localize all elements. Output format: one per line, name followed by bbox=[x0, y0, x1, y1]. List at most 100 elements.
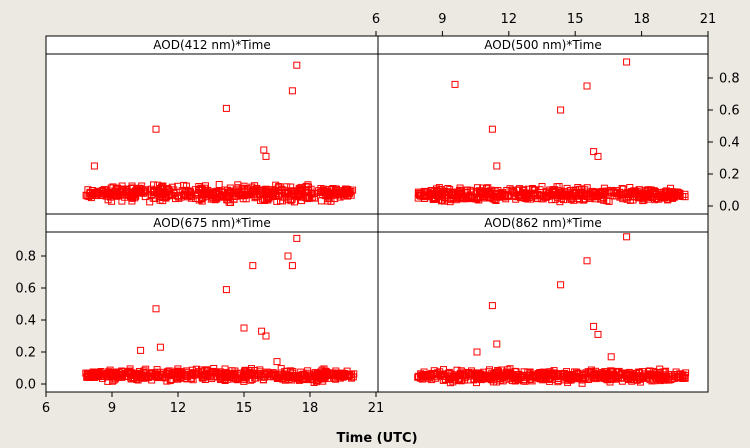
data-point-band bbox=[626, 196, 634, 204]
data-point-3-3 bbox=[557, 281, 565, 289]
data-point-band bbox=[140, 187, 148, 195]
panel-title-500: AOD(500 nm)*Time bbox=[484, 38, 601, 52]
data-point-band bbox=[549, 186, 557, 194]
data-point-band bbox=[339, 373, 347, 380]
data-point-band bbox=[563, 371, 571, 379]
data-point-band bbox=[116, 191, 124, 199]
x-tick-label-bottom: 21 bbox=[368, 401, 385, 416]
data-point-band bbox=[157, 193, 165, 200]
data-point-band bbox=[234, 181, 242, 189]
data-point-3-0 bbox=[488, 302, 496, 310]
data-point-band bbox=[474, 184, 481, 192]
data-point-band bbox=[259, 376, 267, 384]
data-point-band bbox=[675, 192, 683, 199]
data-point-band bbox=[584, 376, 592, 383]
data-point-band bbox=[275, 371, 283, 379]
data-point-band bbox=[473, 379, 480, 387]
y-tick-label-left: 0.4 bbox=[15, 314, 36, 329]
data-point-band bbox=[316, 373, 324, 381]
data-point-band bbox=[446, 379, 454, 387]
data-point-band bbox=[495, 368, 503, 376]
data-point-band bbox=[650, 187, 658, 195]
data-point-band bbox=[195, 183, 203, 190]
x-tick-label-top: 15 bbox=[567, 12, 584, 27]
data-point-0-6 bbox=[293, 61, 301, 69]
data-point-band bbox=[485, 368, 493, 376]
data-point-band bbox=[297, 372, 305, 380]
data-point-band bbox=[459, 371, 467, 378]
data-point-band bbox=[488, 376, 496, 384]
data-point-band bbox=[188, 192, 196, 200]
data-point-band bbox=[640, 194, 648, 202]
data-point-band bbox=[416, 192, 424, 200]
data-point-band bbox=[202, 187, 210, 194]
data-point-band bbox=[583, 184, 591, 192]
data-point-band bbox=[198, 195, 205, 203]
data-point-band bbox=[232, 188, 240, 196]
data-point-band bbox=[628, 371, 636, 379]
data-point-band bbox=[548, 196, 556, 204]
data-point-band bbox=[567, 373, 575, 381]
x-tick-label-bottom: 15 bbox=[236, 401, 253, 416]
data-point-band bbox=[341, 372, 348, 380]
data-point-band bbox=[191, 371, 199, 379]
data-point-band bbox=[658, 372, 666, 380]
data-point-band bbox=[468, 188, 476, 196]
data-point-band bbox=[479, 184, 487, 192]
data-point-band bbox=[147, 372, 154, 380]
data-point-band bbox=[128, 369, 136, 377]
x-tick-label-bottom: 6 bbox=[42, 401, 50, 416]
data-point-band bbox=[348, 371, 355, 378]
data-point-band bbox=[601, 373, 609, 381]
data-point-3-6 bbox=[594, 330, 602, 338]
data-point-band bbox=[295, 374, 303, 382]
data-point-band bbox=[546, 370, 554, 378]
x-tick-label-top: 21 bbox=[700, 12, 717, 27]
data-point-1-5 bbox=[590, 148, 598, 156]
panel-frame-412 bbox=[45, 35, 379, 215]
data-point-2-9 bbox=[288, 262, 296, 270]
data-point-band bbox=[519, 371, 527, 379]
data-point-band bbox=[441, 194, 449, 202]
y-tick-label-left: 0.8 bbox=[15, 250, 36, 265]
data-point-band bbox=[650, 377, 658, 385]
data-point-band bbox=[252, 188, 260, 196]
data-point-band bbox=[583, 193, 591, 201]
y-tick-label-left: 0.0 bbox=[15, 378, 36, 393]
data-point-band bbox=[495, 371, 503, 379]
data-point-band bbox=[303, 195, 311, 203]
data-point-band bbox=[581, 195, 589, 203]
data-point-band bbox=[112, 185, 120, 193]
data-point-band bbox=[516, 192, 524, 199]
data-point-band bbox=[274, 373, 282, 381]
data-point-band bbox=[484, 188, 492, 196]
data-point-band bbox=[479, 372, 487, 380]
data-point-band bbox=[431, 190, 439, 197]
data-point-band bbox=[474, 374, 482, 382]
data-point-band bbox=[599, 372, 607, 380]
data-point-band bbox=[347, 191, 355, 199]
data-point-band bbox=[247, 376, 255, 384]
data-point-band bbox=[414, 373, 422, 381]
data-point-band bbox=[165, 367, 173, 375]
data-point-band bbox=[227, 188, 235, 196]
data-point-band bbox=[331, 190, 339, 198]
data-point-band bbox=[672, 368, 680, 376]
data-point-band bbox=[588, 187, 596, 195]
data-point-band bbox=[324, 197, 332, 205]
data-point-band bbox=[180, 181, 188, 189]
data-point-band bbox=[498, 190, 506, 198]
panel-title-412: AOD(412 nm)*Time bbox=[153, 38, 270, 52]
data-point-band bbox=[465, 369, 472, 376]
data-point-2-11 bbox=[273, 358, 281, 366]
data-point-band bbox=[600, 196, 608, 204]
data-point-band bbox=[99, 371, 107, 379]
data-point-band bbox=[520, 186, 528, 194]
data-point-band bbox=[433, 370, 441, 378]
panel-frame-675 bbox=[45, 213, 379, 393]
data-point-0-1 bbox=[152, 125, 160, 133]
data-point-band bbox=[128, 197, 136, 205]
data-point-band bbox=[174, 375, 182, 383]
data-point-band bbox=[183, 191, 191, 198]
